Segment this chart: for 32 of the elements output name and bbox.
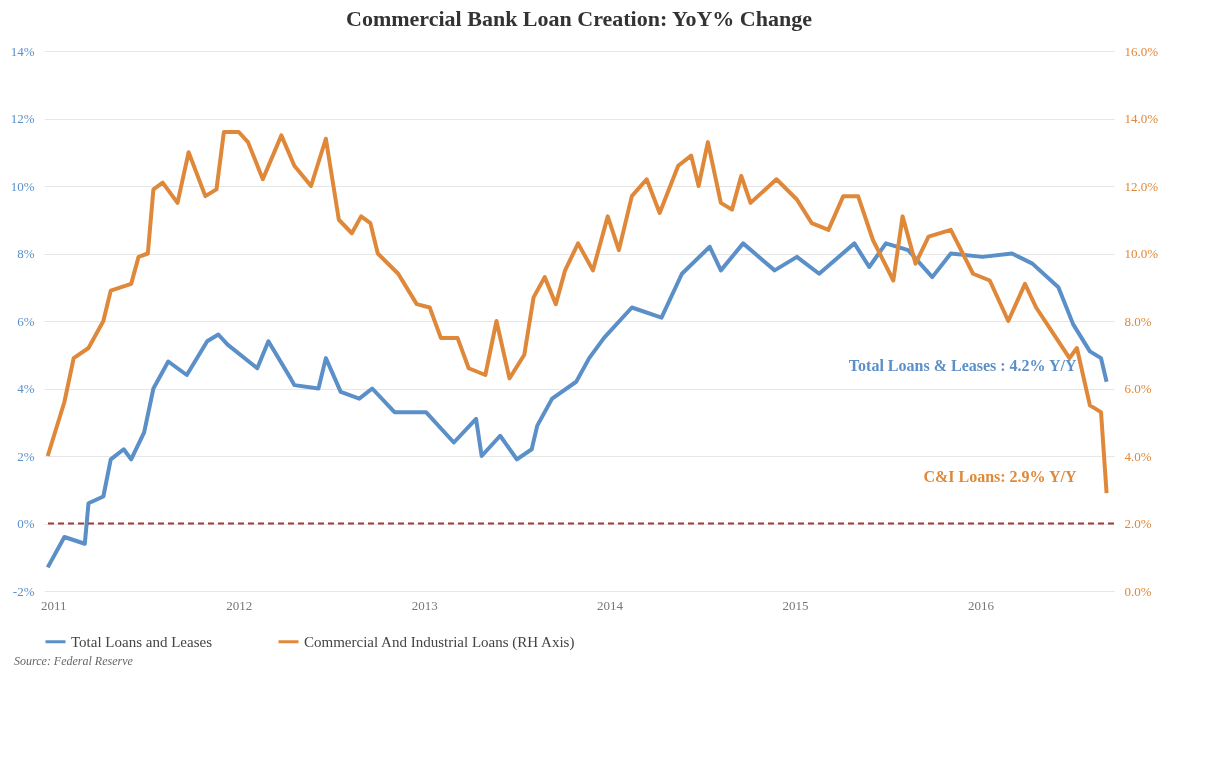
x-tick-label: 2014 [597,597,624,613]
legend-label: Commercial And Industrial Loans (RH Axis) [304,633,575,651]
y-tick-label: 8% [17,246,35,261]
y2-tick-label: 6.0% [1124,381,1152,396]
source-note: Source: Federal Reserve [14,654,134,669]
y-tick-label: 10% [10,178,35,194]
x-tick-label: 2012 [226,597,253,613]
line-series [45,130,1109,496]
line-series [45,241,1109,570]
y2-tick-label: 8.0% [1124,313,1152,329]
x-tick-label: 2011 [41,597,67,613]
y-tick-label: 0% [17,516,35,531]
y-tick-label: 4% [17,381,35,396]
y2-tick-label: 14.0% [1124,111,1159,126]
x-tick-label: 2016 [967,597,995,613]
x-tick-label: 2015 [782,597,809,613]
x-tick-label: 2013 [411,597,438,613]
y2-tick-label: 2.0% [1124,516,1152,531]
y-tick-label: 6% [17,313,35,329]
annotation: Total Loans & Leases : 4.2% Y/Y [848,356,1078,374]
y2-tick-label: 12.0% [1124,178,1159,194]
y2-tick-label: 4.0% [1124,448,1152,464]
y2-tick-label: 0.0% [1124,583,1152,599]
y-tick-label: 2% [17,448,35,464]
legend-label: Total Loans and Leases [71,633,213,650]
chart-title: Commercial Bank Loan Creation: YoY% Change [346,6,813,31]
y2-tick-label: 10.0% [1124,246,1159,261]
y-tick-label: 14% [10,43,35,59]
y-tick-label: 12% [10,111,35,126]
y2-tick-label: 16.0% [1124,43,1159,59]
annotation: C&I Loans: 2.9% Y/Y [923,468,1078,486]
y-tick-label: -2% [12,583,35,599]
